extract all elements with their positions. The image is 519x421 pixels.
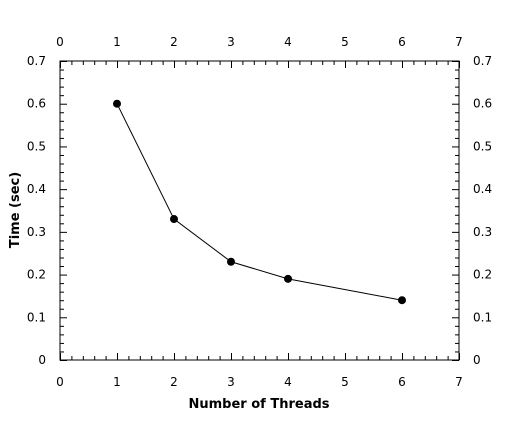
x-tick-label-top: 3: [227, 35, 235, 49]
y-tick-label-right: 0.1: [473, 310, 492, 324]
series-layer: [113, 99, 406, 305]
y-tick-label: 0.3: [27, 225, 46, 239]
y-tick-labels-left: 0 0.1 0.2 0.3 0.4 0.5 0.6 0.7: [27, 54, 46, 367]
data-point: [284, 274, 292, 283]
y-tick-label-right: 0: [473, 353, 481, 367]
data-point: [113, 99, 121, 108]
x-tick-label-top: 4: [284, 35, 292, 49]
x-tick-label: 0: [56, 375, 64, 389]
x-tick-labels-top: 0 1 2 3 4 5 6 7: [56, 35, 463, 49]
data-point: [227, 257, 235, 266]
y-tick-label: 0.4: [27, 182, 46, 196]
plot-frame: [59, 60, 460, 361]
x-tick-label: 1: [113, 375, 121, 389]
y-tick-label: 0: [38, 353, 46, 367]
x-tick-label-top: 6: [398, 35, 406, 49]
y-tick-label-right: 0.2: [473, 268, 492, 282]
x-tick-label: 2: [170, 375, 178, 389]
x-tick-label: 6: [398, 375, 406, 389]
data-point: [398, 296, 406, 305]
y-tick-label-right: 0.4: [473, 182, 492, 196]
y-axis-label: Time (sec): [8, 172, 23, 248]
y-tick-label-right: 0.7: [473, 54, 492, 68]
x-tick-label: 4: [284, 375, 292, 389]
x-tick-label-top: 2: [170, 35, 178, 49]
x-tick-labels-bottom: 0 1 2 3 4 5 6 7: [56, 375, 463, 389]
y-tick-label: 0.7: [27, 54, 46, 68]
y-tick-labels-right: 0 0.1 0.2 0.3 0.4 0.5 0.6 0.7: [473, 54, 492, 367]
x-tick-label-top: 5: [341, 35, 349, 49]
series-line: [116, 103, 403, 301]
x-tick-label: 7: [455, 375, 463, 389]
y-tick-label-right: 0.5: [473, 139, 492, 153]
y-tick-label-right: 0.6: [473, 97, 492, 111]
y-tick-label: 0.5: [27, 139, 46, 153]
y-tick-label: 0.2: [27, 268, 46, 282]
y-tick-label: 0.1: [27, 310, 46, 324]
x-tick-label: 3: [227, 375, 235, 389]
x-tick-label: 5: [341, 375, 349, 389]
x-tick-label-top: 7: [455, 35, 463, 49]
tick-marks: [60, 61, 460, 361]
x-tick-label-top: 0: [56, 35, 64, 49]
data-point: [170, 215, 178, 224]
y-tick-label-right: 0.3: [473, 225, 492, 239]
x-axis-label: Number of Threads: [188, 397, 329, 412]
y-tick-label: 0.6: [27, 97, 46, 111]
x-tick-label-top: 1: [113, 35, 121, 49]
